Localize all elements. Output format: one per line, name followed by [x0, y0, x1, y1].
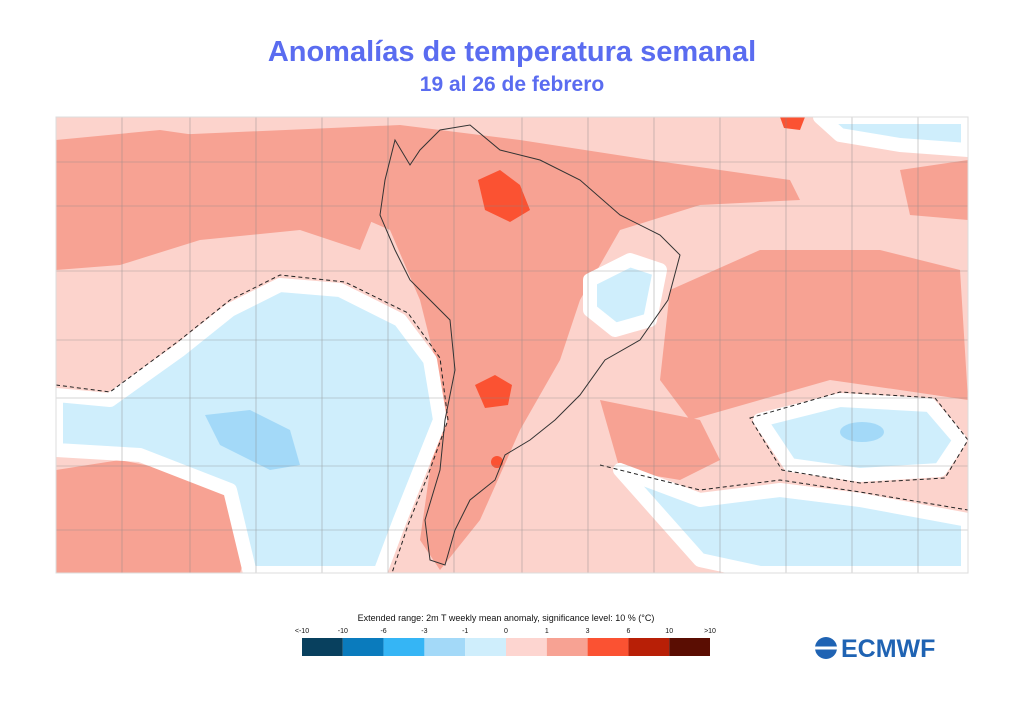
legend-swatch [383, 638, 425, 656]
legend: <-10 -10 -6 -3 -1 0 1 3 6 10 >10 [295, 628, 716, 656]
map [56, 117, 968, 573]
legend-label: -10 [338, 628, 348, 635]
legend-swatch [506, 638, 547, 656]
legend-label: 3 [586, 628, 590, 635]
legend-swatch [546, 638, 588, 656]
legend-swatch [302, 638, 343, 656]
legend-swatch [669, 638, 710, 656]
warm-anomaly [56, 125, 968, 573]
legend-swatch [424, 638, 466, 656]
title: Anomalías de temperatura semanal [267, 36, 757, 68]
logo: ECMWF [815, 635, 935, 663]
graticule [56, 117, 968, 573]
logo-text: ECMWF [841, 635, 935, 663]
legend-label: -6 [380, 628, 386, 635]
legend-label: 6 [626, 628, 630, 635]
legend-swatch [628, 638, 670, 656]
legend-label: 1 [545, 628, 549, 635]
map-frame [55, 116, 969, 574]
strong-warm-anomaly [475, 117, 805, 468]
legend-label: <-10 [295, 628, 309, 635]
legend-label: 0 [504, 628, 508, 635]
significance-contour [56, 274, 968, 573]
subtitle: 19 al 26 de febrero [419, 73, 605, 96]
legend-label: >10 [704, 628, 716, 635]
moderate-cool-anomaly [205, 410, 884, 470]
legend-label: 10 [665, 628, 673, 635]
legend-swatch [465, 638, 506, 656]
legend-caption: Extended range: 2m T weekly mean anomaly… [358, 613, 655, 623]
coastline [379, 124, 681, 566]
legend-label: -3 [421, 628, 427, 635]
legend-swatch [342, 638, 384, 656]
legend-label: -1 [462, 628, 468, 635]
legend-swatch [587, 638, 629, 656]
